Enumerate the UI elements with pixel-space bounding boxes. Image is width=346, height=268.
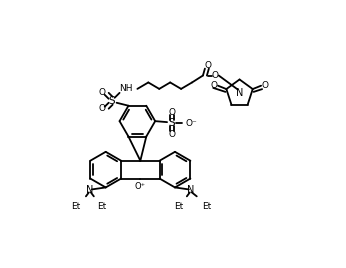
Text: O: O xyxy=(169,129,175,139)
Text: Et: Et xyxy=(97,202,106,211)
Text: NH: NH xyxy=(119,84,132,93)
Text: Et: Et xyxy=(174,202,184,211)
Text: S: S xyxy=(108,96,115,106)
Text: O: O xyxy=(262,81,268,90)
Text: N: N xyxy=(236,88,243,98)
Text: O: O xyxy=(211,71,218,80)
Text: O: O xyxy=(98,104,105,113)
Text: Et: Et xyxy=(202,202,211,211)
Text: S: S xyxy=(169,118,175,128)
Text: O: O xyxy=(98,88,105,97)
Text: Et: Et xyxy=(71,202,81,211)
Text: O: O xyxy=(169,108,175,117)
Text: O⁺: O⁺ xyxy=(135,182,146,191)
Text: O: O xyxy=(211,81,218,90)
Text: N: N xyxy=(86,185,93,195)
Text: N: N xyxy=(187,185,194,195)
Text: O: O xyxy=(204,61,211,70)
Text: O⁻: O⁻ xyxy=(186,119,198,128)
